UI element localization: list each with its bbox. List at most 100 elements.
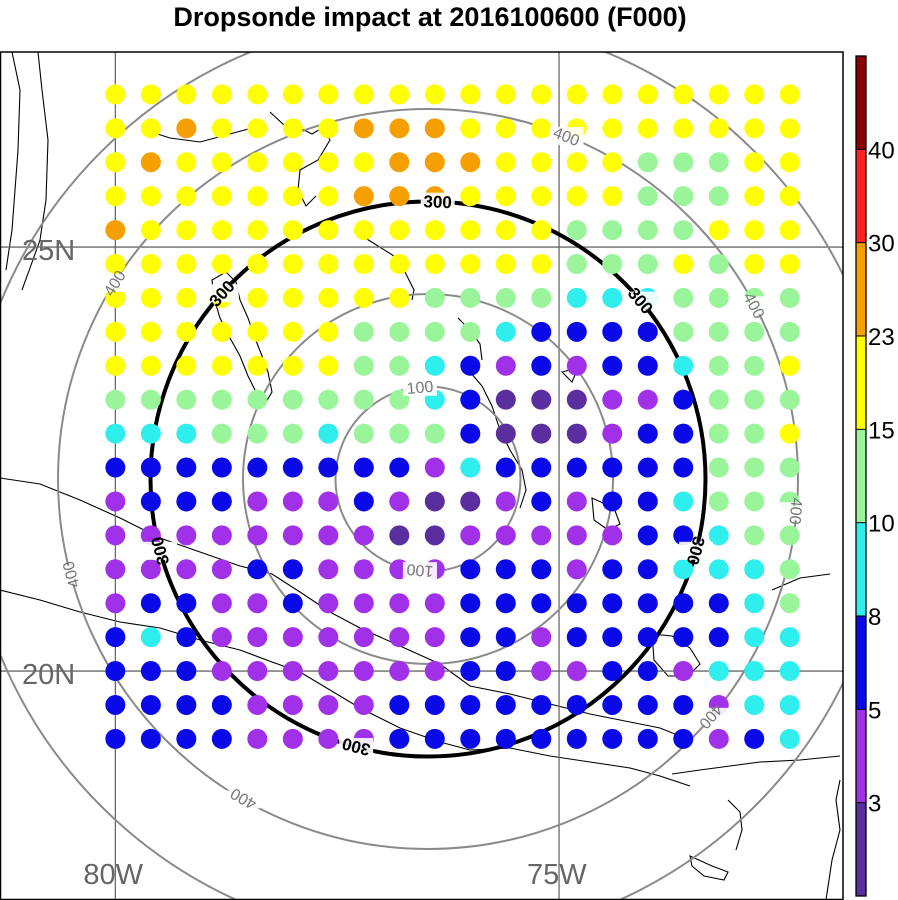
impact-point [141,0,161,10]
impact-point [247,728,268,749]
impact-point [247,627,268,648]
impact-point [495,728,516,749]
impact-point [318,152,339,173]
impact-point [708,84,729,105]
impact-point [424,287,445,308]
impact-point [495,525,516,546]
impact-point [176,525,197,546]
impact-point [318,287,339,308]
impact-point [744,186,765,207]
impact-point [708,321,729,342]
impact-point [673,0,693,10]
impact-point [708,186,729,207]
impact-point [140,355,161,376]
impact-point [140,389,161,410]
impact-point [566,559,587,580]
impact-point [495,220,516,241]
impact-point [247,287,268,308]
impact-point [744,254,765,274]
impact-point [353,84,374,105]
impact-point [602,152,623,173]
impact-point [779,254,800,274]
impact-point [744,389,765,410]
impact-point [282,118,303,139]
impact-point [531,694,552,715]
impact-point [424,661,445,682]
impact-point [424,491,445,512]
impact-point [176,321,197,342]
impact-point [460,593,481,614]
impact-point [140,457,161,478]
impact-point [531,84,552,105]
impact-point [744,457,765,478]
impact-point [211,457,232,478]
impact-point [531,593,552,614]
impact-point [496,0,516,10]
florida-coastline [5,52,49,291]
impact-point [708,389,729,410]
impact-point [495,593,516,614]
colorbar-segment [856,336,866,430]
impact-point [708,355,729,376]
impact-point [637,186,658,207]
impact-point [602,321,623,342]
impact-point [460,0,480,10]
impact-point [602,423,623,444]
impact-point [105,389,126,410]
impact-point [708,254,729,274]
impact-point [211,525,232,546]
impact-point [673,321,694,342]
impact-point [531,220,552,241]
impact-point [531,627,552,648]
impact-point [389,220,410,241]
impact-point [354,0,374,10]
impact-point [140,423,161,444]
impact-point [247,525,268,546]
impact-point [673,355,694,376]
impact-point [353,389,374,410]
impact-point [282,152,303,173]
range-ring-label-bg [402,562,437,581]
impact-point [673,423,694,444]
impact-point [282,728,303,749]
impact-point [105,355,126,376]
impact-point [602,0,622,10]
impact-point [744,118,765,139]
impact-point [211,186,232,207]
impact-point [211,152,232,173]
impact-point [566,220,587,241]
impact-point [176,694,197,715]
impact-point [389,254,410,274]
impact-point [495,627,516,648]
lon-label-80w: 80W [83,859,143,891]
impact-point [637,118,658,139]
impact-point [211,491,232,512]
lat-label-25n: 25N [22,235,75,267]
colorbar-segment [856,802,866,896]
impact-point [389,186,410,207]
impact-point [673,220,694,241]
colorbar-label-8: 8 [868,604,881,631]
impact-point [424,728,445,749]
impact-point [353,254,374,274]
impact-point [637,355,658,376]
impact-point [105,84,126,105]
impact-point [637,254,658,274]
impact-point [602,661,623,682]
impact-point [779,593,800,614]
impact-point [779,423,800,444]
impact-point [744,491,765,512]
impact-point [637,84,658,105]
impact-point [566,627,587,648]
impact-point [211,423,232,444]
impact-point [247,593,268,614]
colorbar-label-23: 23 [868,324,895,351]
range-ring-label-bg [97,273,132,292]
impact-point [318,84,339,105]
colorbar-segment [856,429,866,523]
impact-point [211,254,232,274]
impact-point [708,457,729,478]
impact-point [247,694,268,715]
impact-point [282,355,303,376]
range-ring-label-400: 400 [785,497,804,525]
